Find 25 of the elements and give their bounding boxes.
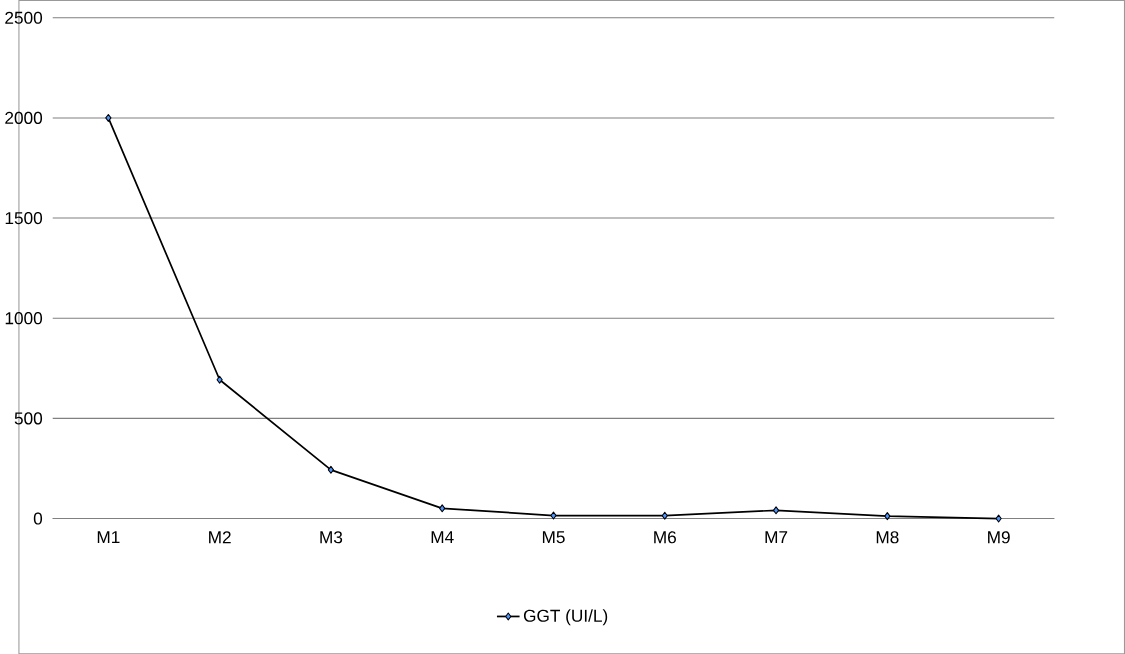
x-tick-label: M6 [654, 531, 676, 544]
x-tick-label: M3 [320, 531, 343, 544]
point [439, 504, 446, 513]
y-tick-label: 1000 [5, 312, 43, 325]
y-tick-label: 0 [33, 512, 43, 525]
point [661, 511, 668, 520]
point [772, 506, 780, 515]
x-tick-label: M5 [542, 531, 565, 544]
x-tick-label: M2 [209, 531, 231, 544]
legend-label: GGT (UI/L) [523, 609, 608, 626]
point [550, 511, 557, 520]
x-tick-label: M1 [97, 531, 120, 543]
x-tick-label: M9 [988, 531, 1010, 544]
x-tick-label: M8 [876, 531, 899, 544]
point [216, 375, 223, 384]
x-tick-label: M7 [765, 531, 788, 543]
x-tick-label: M4 [431, 531, 454, 543]
point [327, 465, 335, 474]
point [105, 113, 112, 122]
point [884, 512, 891, 521]
y-tick-label: 500 [14, 412, 43, 425]
point [995, 514, 1002, 523]
y-tick-label: 2500 [5, 11, 43, 24]
y-tick-label: 2000 [5, 111, 43, 124]
y-tick-label: 1500 [5, 211, 43, 225]
